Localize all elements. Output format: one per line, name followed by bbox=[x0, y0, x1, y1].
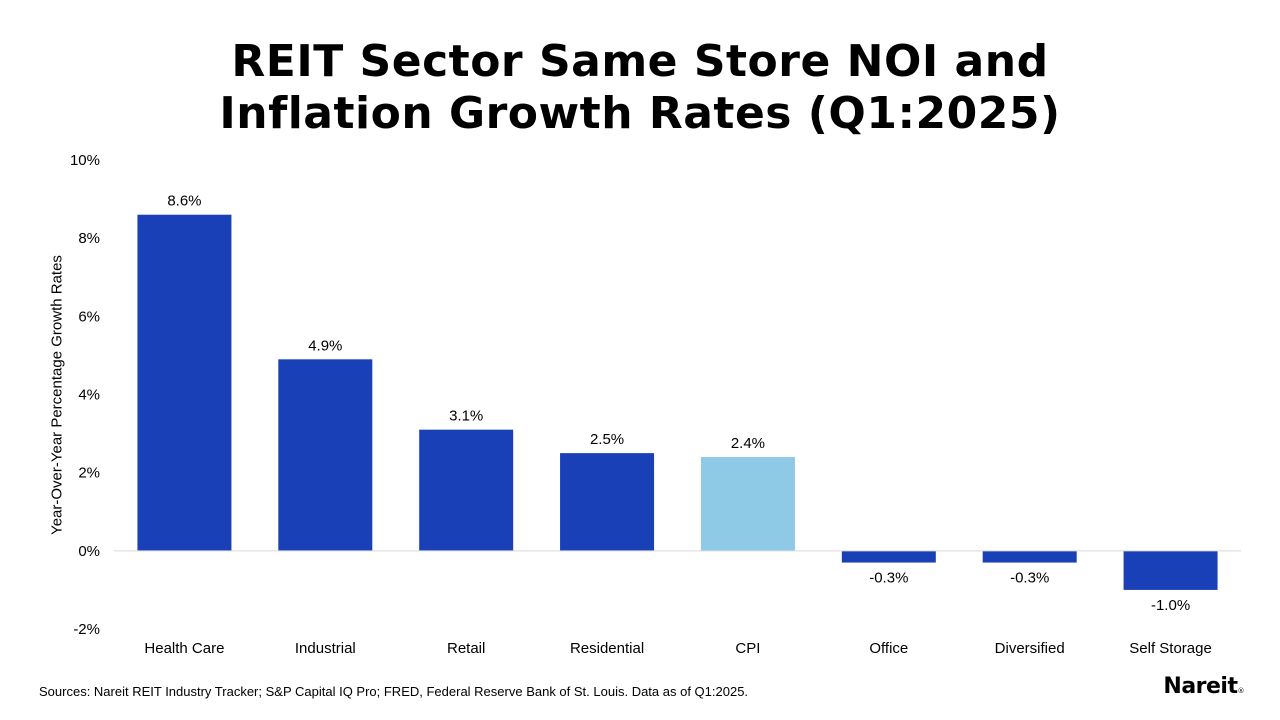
y-tick-label: 10% bbox=[70, 152, 100, 169]
x-tick-label: CPI bbox=[735, 640, 760, 657]
y-tick-label: 2% bbox=[78, 465, 100, 482]
data-label: 2.4% bbox=[731, 435, 765, 452]
bar-office bbox=[841, 550, 936, 563]
x-tick-label: Retail bbox=[447, 640, 485, 657]
chart-title-line-2: Inflation Growth Rates (Q1:2025) bbox=[219, 88, 1061, 139]
x-tick-label: Office bbox=[869, 640, 908, 657]
bar-health-care bbox=[137, 214, 232, 551]
y-tick-label: 8% bbox=[78, 230, 100, 247]
x-tick-label: Diversified bbox=[995, 640, 1065, 657]
x-tick-label: Industrial bbox=[295, 640, 356, 657]
x-tick-label: Self Storage bbox=[1129, 640, 1212, 657]
y-tick-label: 6% bbox=[78, 308, 100, 325]
data-label: 3.1% bbox=[449, 408, 483, 425]
data-label: 8.6% bbox=[167, 193, 201, 210]
data-label: 2.5% bbox=[590, 431, 624, 448]
nareit-logo: Nareit® bbox=[1163, 674, 1244, 699]
x-tick-label: Health Care bbox=[144, 640, 224, 657]
bar-self-storage bbox=[1123, 550, 1218, 590]
bar-retail bbox=[419, 429, 514, 551]
source-note: Sources: Nareit REIT Industry Tracker; S… bbox=[39, 684, 749, 699]
logo-wordmark: Nareit bbox=[1163, 674, 1238, 699]
chart-title: REIT Sector Same Store NOI and Inflation… bbox=[0, 36, 1280, 140]
y-tick-label: 0% bbox=[78, 543, 100, 560]
bar-cpi bbox=[700, 457, 795, 551]
bar-residential bbox=[560, 453, 655, 551]
y-tick-label: -2% bbox=[73, 621, 100, 638]
chart-title-line-1: REIT Sector Same Store NOI and bbox=[231, 36, 1049, 87]
y-tick-label: 4% bbox=[78, 387, 100, 404]
x-tick-label: Residential bbox=[570, 640, 644, 657]
logo-registered-mark: ® bbox=[1237, 687, 1245, 695]
data-label: -0.3% bbox=[869, 570, 908, 587]
bar-industrial bbox=[278, 359, 373, 551]
data-label: 4.9% bbox=[308, 337, 342, 354]
data-label: -1.0% bbox=[1151, 597, 1190, 614]
data-label: -0.3% bbox=[1010, 570, 1049, 587]
bar-diversified bbox=[982, 550, 1077, 563]
